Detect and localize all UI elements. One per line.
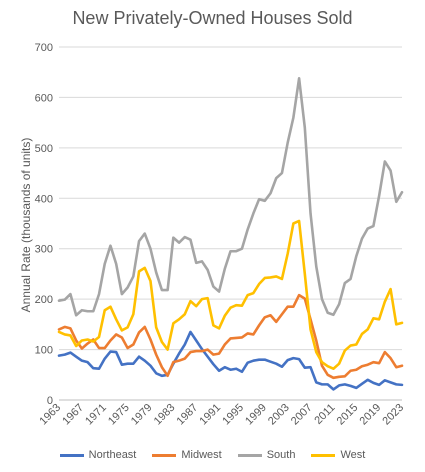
x-tick-label: 2007	[289, 402, 315, 428]
y-tick-labels: 0 100 200 300 400 500 600 700	[35, 42, 53, 407]
legend-label: West	[340, 449, 366, 461]
x-tick-label: 1979	[129, 402, 155, 428]
legend-item-midwest: Midwest	[152, 449, 222, 461]
y-tick-label: 0	[47, 395, 53, 407]
y-tick-label: 600	[35, 92, 53, 104]
x-tick-label: 2003	[266, 402, 292, 428]
series-line-south	[57, 76, 404, 317]
y-tick-label: 700	[35, 42, 53, 54]
legend-swatch	[311, 453, 336, 457]
x-tick-label: 1971	[83, 402, 109, 428]
x-tick-label: 1983	[152, 402, 178, 428]
legend-swatch	[59, 453, 84, 457]
y-tick-label: 500	[35, 143, 53, 155]
x-tick-label: 1999	[243, 402, 269, 428]
x-tick-labels: 1963196719711975197919831987199119951999…	[37, 402, 406, 428]
chart-title: New Privately-Owned Houses Sold	[72, 8, 353, 28]
y-tick-label: 100	[35, 345, 53, 357]
legend-item-south: South	[237, 449, 296, 461]
legend-swatch	[237, 453, 262, 457]
y-tick-label: 200	[35, 294, 53, 306]
series-line-west	[57, 219, 404, 371]
gridlines	[59, 46, 402, 401]
series-line-midwest	[57, 293, 404, 380]
x-tick-label: 1963	[37, 402, 63, 428]
series-lines	[57, 76, 404, 391]
legend-item-northeast: Northeast	[59, 449, 137, 461]
x-tick-label: 2011	[312, 402, 337, 427]
x-tick-label: 1967	[60, 402, 86, 428]
x-tick-label: 2019	[358, 402, 384, 428]
y-tick-label: 300	[35, 244, 53, 256]
legend-item-west: West	[311, 449, 365, 461]
series-line-northeast	[57, 330, 404, 391]
legend-swatch	[152, 453, 177, 457]
x-tick-label: 1987	[175, 402, 201, 428]
x-tick-label: 2023	[380, 402, 406, 428]
legend-label: Midwest	[181, 449, 222, 461]
y-tick-label: 400	[35, 193, 53, 205]
x-tick-label: 1975	[106, 402, 132, 428]
legend-label: South	[266, 449, 296, 461]
legend: Northeast Midwest South West	[0, 449, 425, 461]
x-tick-label: 2015	[335, 402, 361, 428]
x-tick-label: 1991	[197, 402, 223, 428]
legend-label: Northeast	[88, 449, 137, 461]
x-tick-label: 1995	[220, 402, 246, 428]
